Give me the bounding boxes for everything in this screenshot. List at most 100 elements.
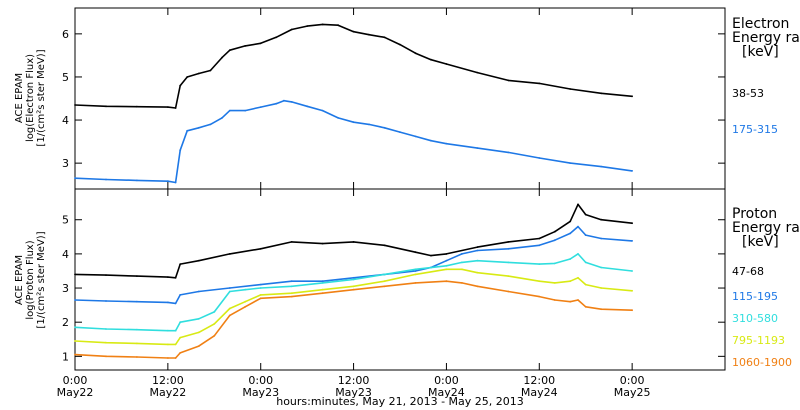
proton-data-point [538,244,541,247]
proton-data-point [352,288,355,291]
proton-data-point [136,328,138,331]
proton-data-point [538,263,541,265]
proton-plot-frame [74,188,726,371]
proton-data-point [174,302,177,305]
proton-data-point [213,311,216,313]
electron-ytick-label: 4 [62,114,69,127]
proton-ytick-label: 4 [62,248,69,261]
electron-data-point [186,76,189,78]
proton-data-point [553,262,556,265]
proton-data-point [290,285,293,288]
electron-ytick-label: 3 [62,157,69,170]
proton-data-point [445,268,448,271]
proton-data-point [600,287,603,289]
electron-data-point [167,106,169,108]
proton-data-point [569,280,572,283]
proton-data-point [179,336,182,339]
proton-data-point [228,253,231,255]
proton-data-point [136,356,138,358]
proton-data-point [584,234,587,237]
proton-data-point [74,299,76,301]
proton-series-group [74,203,633,359]
electron-data-point [290,28,293,31]
electron-ytick-label: 6 [62,28,69,41]
xtick-time-label: 0:00 [434,374,459,387]
proton-data-point [179,294,182,296]
proton-data-point [105,355,107,358]
xtick-date-label: May22 [149,386,186,399]
electron-data-point [221,56,223,59]
proton-data-point [577,225,579,228]
electron-data-point [174,181,177,184]
xtick-time-label: 12:00 [338,374,370,387]
proton-data-point [74,353,76,356]
proton-data-point [507,241,510,243]
electron-data-point [507,151,510,154]
proton-ytick-label: 3 [62,282,69,295]
proton-data-point [631,222,633,225]
proton-data-point [167,329,169,332]
proton-data-point [584,283,587,286]
proton-data-point [476,246,479,249]
proton-data-point [553,230,556,233]
electron-data-point [105,105,107,108]
proton-data-point [383,280,386,283]
proton-data-point [584,261,587,264]
proton-data-point [507,261,510,264]
proton-data-point [244,288,247,291]
proton-data-point [167,276,169,278]
proton-data-point [136,300,138,303]
xtick-date-label: May22 [57,386,94,399]
electron-data-point [383,126,386,129]
electron-data-point [306,105,308,108]
proton-legend-unit: [keV] [742,234,779,250]
electron-data-point [74,104,76,106]
proton-data-point [213,323,216,325]
electron-data-point [136,179,138,182]
xtick-time-label: 12:00 [152,374,184,387]
electron-plot-frame [74,7,726,190]
proton-data-point [461,253,463,255]
proton-data-point [174,357,177,359]
proton-data-point [476,271,479,274]
proton-data-point [74,326,76,329]
electron-y-ticks: 3 4 5 6 [62,8,725,189]
electron-data-point [209,69,212,72]
proton-data-point [167,343,169,346]
proton-data-point [105,328,107,330]
proton-data-point [600,308,603,311]
proton-data-point [383,244,386,247]
proton-data-point [321,288,324,291]
proton-ylabel-line-1: ACE EPAM [14,255,25,305]
electron-data-point [283,99,285,102]
proton-data-point [197,290,200,293]
electron-data-point [600,92,603,95]
electron-data-point [337,117,339,119]
proton-series-line-795-1193 [74,268,633,346]
proton-data-point [569,300,572,303]
proton-data-point [352,285,355,288]
proton-ytick-label: 5 [62,214,69,227]
proton-data-point [74,273,76,276]
proton-ylabel-line-2: log(Proton Flux) [25,240,36,319]
proton-series-line-115-195 [74,225,633,305]
proton-data-point [538,237,541,240]
proton-data-point [507,275,510,277]
electron-data-point [569,162,572,165]
electron-data-point [337,24,339,27]
proton-data-point [476,285,479,288]
electron-data-point [174,107,177,109]
proton-data-point [174,343,177,346]
proton-data-point [352,276,355,279]
xtick-date-label: May25 [614,386,651,399]
proton-ylabel-line-3: [1/(cm²s ster MeV)] [36,231,47,328]
electron-data-point [476,71,479,74]
electron-data-point [399,131,401,134]
proton-data-point [507,290,510,293]
proton-data-point [244,300,247,303]
electron-data-point [507,79,510,82]
x-axis-label: hours:minutes, May 21, 2013 - May 25, 20… [276,395,524,408]
proton-legend-entry: 795-1193 [732,334,785,347]
proton-data-point [259,283,262,286]
proton-data-point [414,273,417,276]
